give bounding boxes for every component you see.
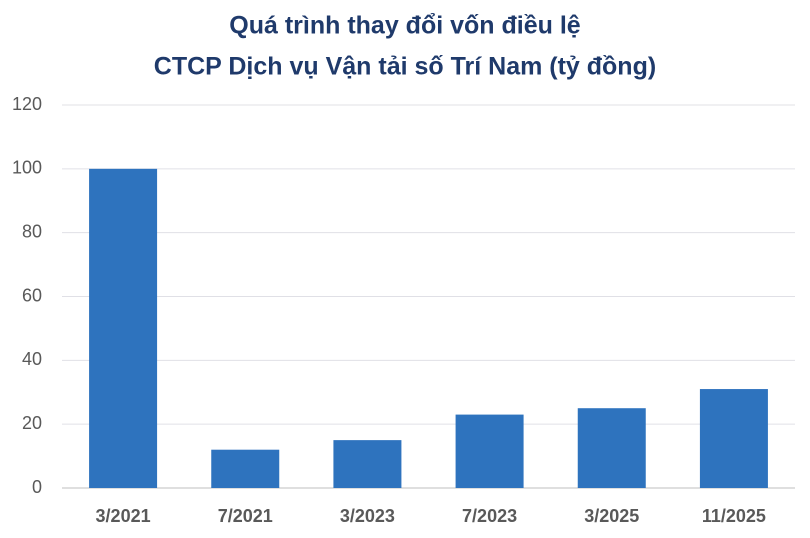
x-tick-label: 3/2025 (584, 506, 639, 526)
x-tick-label: 7/2021 (218, 506, 273, 526)
x-tick-label: 3/2021 (96, 506, 151, 526)
y-tick-label: 100 (12, 158, 42, 178)
x-tick-label: 3/2023 (340, 506, 395, 526)
x-tick-label: 11/2025 (702, 506, 766, 526)
bar (577, 408, 646, 488)
chart-title: Quá trình thay đổi vốn điều lệ (229, 12, 581, 40)
x-tick-label: 7/2023 (462, 506, 517, 526)
bar (89, 168, 158, 489)
bar (333, 440, 402, 488)
bar (699, 389, 768, 488)
y-tick-label: 80 (22, 221, 42, 241)
y-tick-label: 120 (12, 94, 42, 114)
bar (455, 414, 524, 488)
bar (211, 449, 280, 488)
y-tick-label: 0 (32, 477, 42, 497)
chart-title: CTCP Dịch vụ Vận tải số Trí Nam (tỷ đồng… (154, 53, 656, 81)
y-tick-label: 60 (22, 285, 42, 305)
y-tick-label: 40 (22, 349, 42, 369)
y-tick-label: 20 (22, 413, 42, 433)
